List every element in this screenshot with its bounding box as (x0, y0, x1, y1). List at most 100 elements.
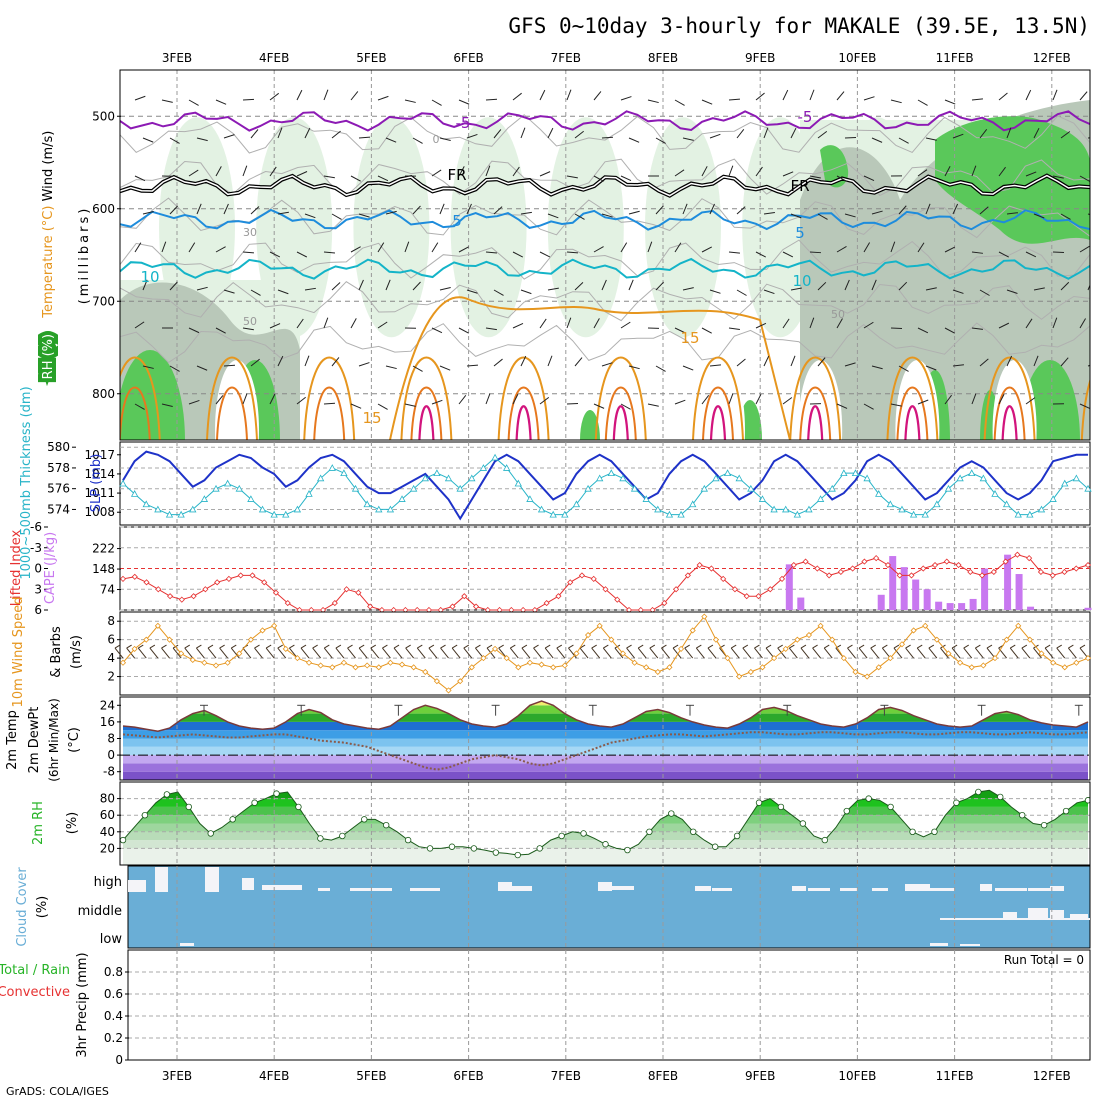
rh2m-point (580, 830, 587, 837)
wind10m-speed-point (736, 673, 743, 680)
wind10m-barb-flag (370, 644, 377, 649)
rh2m-point (690, 828, 697, 835)
wind10m-barb-flag (207, 644, 214, 649)
rh-light-area (645, 117, 721, 338)
wind-barb (385, 210, 397, 215)
wind10m-barb-flag (1021, 644, 1028, 649)
lifted-index-point (461, 593, 468, 600)
wind-barb (817, 213, 828, 220)
wind10m-barb-flag (975, 644, 981, 649)
wind10m-speed-point (247, 636, 254, 643)
wind-barb (628, 210, 640, 215)
wind10m-barb (963, 647, 973, 659)
wind-barb (458, 327, 469, 334)
lifted-index-point (755, 593, 762, 600)
wind-barb (458, 395, 467, 405)
lifted-index-point (578, 572, 586, 579)
wind10m-speed-point (1003, 636, 1010, 643)
thickness-point (863, 474, 871, 482)
wind10m-speed-point (503, 655, 510, 662)
wind10m-speed-point (991, 655, 999, 662)
thickness-point (1061, 479, 1069, 487)
wind10m-barb-flag (800, 644, 807, 649)
lifted-index-point (955, 561, 962, 569)
wind10m-speed-point (596, 622, 603, 629)
thickness-point (1037, 505, 1046, 513)
wind-barb (574, 357, 583, 367)
lifted-index-point (331, 600, 338, 607)
wind-barb (1087, 283, 1090, 291)
isotherm-label: 10 (140, 268, 159, 286)
wind10m-barb-flag (847, 644, 853, 649)
wind10m-barb (649, 647, 659, 659)
cloud-high-bar (205, 867, 219, 892)
cape-bar (900, 567, 908, 610)
wind-barb (566, 89, 572, 101)
wind-barb (925, 365, 937, 371)
wind-barb (385, 137, 397, 143)
wind10m-speed-point (701, 613, 708, 620)
wind-barb (358, 213, 370, 218)
wind-barb (142, 365, 154, 369)
wind-barb (566, 175, 578, 179)
y-tick-label: 60 (100, 808, 115, 822)
wind10m-speed-point (805, 631, 813, 639)
wind10m-barb-flag (789, 644, 795, 649)
wind-barb (1060, 213, 1071, 220)
wind10m-speed-point (573, 650, 580, 657)
rh2m-point (887, 803, 894, 811)
y-tick-label: 1011 (84, 486, 115, 500)
thickness-point (1072, 474, 1081, 482)
wind10m-speed-point (1073, 659, 1080, 666)
wind-barb (439, 137, 451, 141)
wind10m-barb-flag (312, 644, 318, 649)
wind-barb (215, 327, 226, 334)
thickness-point (805, 505, 813, 513)
lifted-index-point (778, 575, 786, 582)
cloud-low-bar (180, 943, 194, 946)
thickness-point (1084, 484, 1092, 492)
millibars-label: (millibars) (77, 206, 92, 305)
cloud-cover-marks: high middle low (78, 866, 1090, 948)
wind-barb (755, 166, 763, 177)
wind10m-barb (521, 647, 531, 659)
rh2m-point (1062, 807, 1070, 815)
lifted-index-point (1084, 561, 1092, 569)
lifted-index-point (696, 561, 703, 569)
top-date-label: 10FEB (838, 51, 876, 65)
isotherm-label: 0 (433, 133, 440, 146)
isotherm-10 (120, 257, 1090, 280)
wind-barb (836, 91, 845, 101)
wind10m-barb (788, 647, 798, 659)
thickness-point (270, 510, 278, 518)
wind10m-barb-flag (463, 644, 470, 649)
rh2m-point (777, 803, 785, 811)
wind-barb (790, 287, 802, 291)
isotherm-label: 15 (362, 409, 381, 427)
wind-barb (701, 246, 712, 253)
wind10m-speed-point (468, 664, 475, 671)
y-tick-label: -8 (103, 765, 115, 779)
wind-barb (1025, 171, 1037, 177)
bottom-date-label: 9FEB (745, 1069, 775, 1083)
wind-barb (979, 289, 990, 296)
wind10m-barb (440, 647, 449, 659)
cape-bar (1015, 574, 1023, 610)
rh2m-point (997, 793, 1004, 801)
lifted-index-point (767, 586, 774, 593)
wind10m-barb-flag (672, 644, 679, 649)
wind10m-speed-point (550, 664, 557, 671)
wind10m-speed-point (526, 659, 533, 666)
rh2m-point (207, 830, 214, 837)
wind10m-barb-flag (428, 644, 435, 649)
rh2m-ylabel: 2m RH (31, 801, 46, 845)
wind-barb (728, 393, 734, 405)
wind10m-barb (858, 647, 868, 659)
wind10m-barb (1033, 647, 1042, 659)
wind-barb (1006, 289, 1018, 294)
wind10m-barb-flag (707, 644, 714, 649)
thickness-point (572, 500, 581, 508)
wind-barb (439, 286, 451, 291)
wind-barb (161, 241, 167, 253)
wind-barb (493, 358, 503, 367)
